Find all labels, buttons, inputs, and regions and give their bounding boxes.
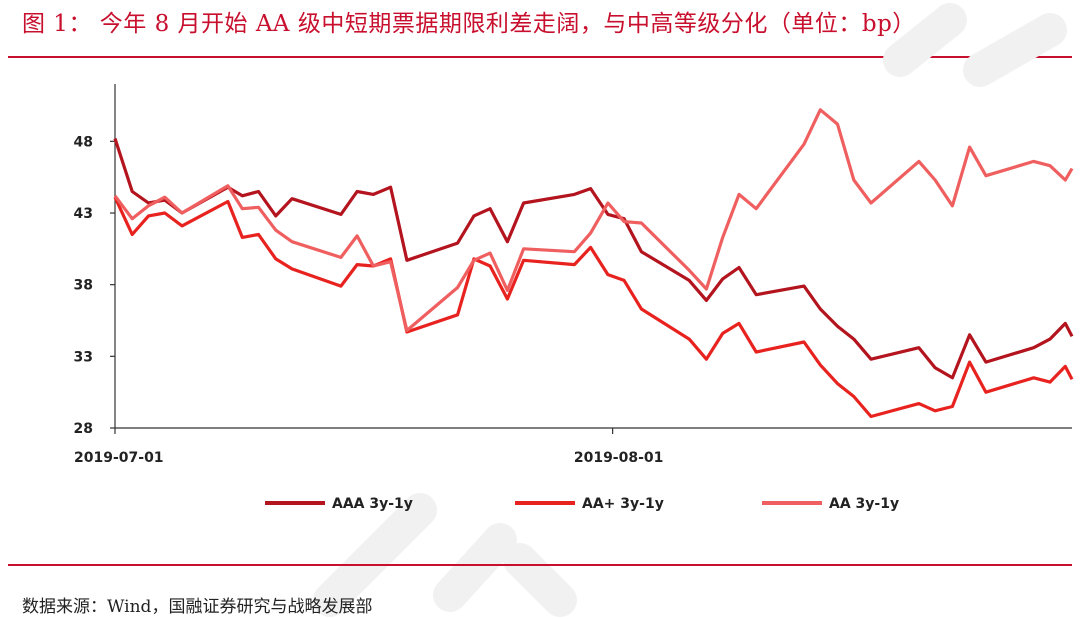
x-tick-label: 2019-07-01 bbox=[74, 450, 164, 466]
legend-label: AA+ 3y-1y bbox=[582, 496, 664, 512]
figure-title: 图 1： 今年 8 月开始 AA 级中短期票据期限利差走阔，与中高等级分化（单位… bbox=[22, 11, 916, 37]
bottom-divider bbox=[8, 564, 1072, 566]
top-divider bbox=[8, 56, 1072, 58]
series-line-2 bbox=[113, 108, 1074, 333]
y-tick-label: 33 bbox=[74, 349, 93, 365]
legend-label: AAA 3y-1y bbox=[332, 496, 413, 512]
series-line-0 bbox=[113, 138, 1074, 380]
source-note: 数据来源：Wind，国融证券研究与战略发展部 bbox=[22, 597, 373, 617]
x-tick-group: 2019-07-01 2019-08-01 bbox=[74, 428, 663, 466]
y-tick-label: 28 bbox=[74, 421, 93, 437]
chart-axes bbox=[114, 84, 1072, 429]
y-tick-group: 28 33 38 43 48 bbox=[74, 134, 115, 437]
chart-legend: AAA 3y-1y AA+ 3y-1y AA 3y-1y bbox=[265, 496, 899, 512]
y-tick-label: 38 bbox=[74, 278, 93, 294]
series-group bbox=[113, 108, 1074, 419]
x-tick-label: 2019-08-01 bbox=[574, 450, 664, 466]
y-tick-label: 43 bbox=[74, 206, 93, 222]
legend-label: AA 3y-1y bbox=[829, 496, 899, 512]
series-line-1 bbox=[113, 196, 1074, 419]
y-tick-label: 48 bbox=[74, 134, 93, 150]
